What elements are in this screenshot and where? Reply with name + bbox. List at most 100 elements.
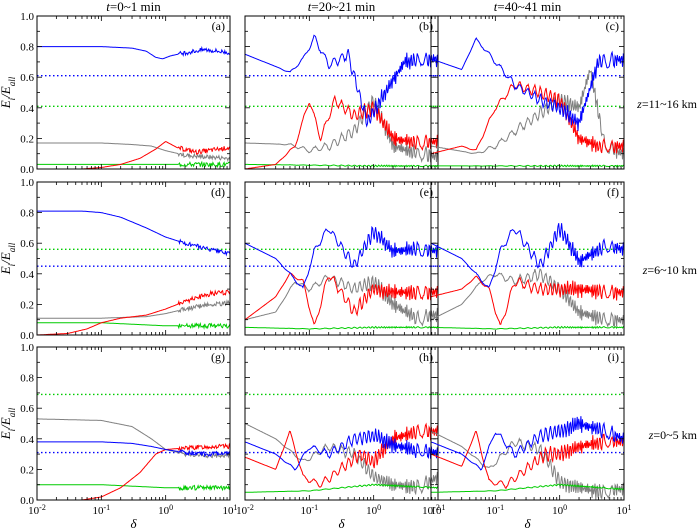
gray-series-line [431, 69, 624, 160]
blue-series-line [245, 428, 438, 471]
y-tick-label: 0.8 [20, 42, 34, 54]
x-axis-label: δ [130, 516, 137, 531]
y-tick-label: 1.0 [20, 177, 34, 189]
blue-series-line [37, 210, 230, 257]
panel-tag: (h) [419, 350, 433, 364]
y-tick-label: 0.0 [20, 164, 34, 176]
blue-series-line [245, 225, 438, 289]
x-tick-label: 100 [552, 503, 567, 518]
y-tick-label: 0.0 [20, 495, 34, 507]
x-tick-label: 10-2 [236, 503, 254, 518]
green-series-line [37, 160, 230, 169]
gray-series-line [431, 268, 624, 327]
y-tick-label: 0.6 [20, 72, 34, 84]
row-label: z=6~10 km [642, 263, 698, 277]
y-tick-label: 0.8 [20, 208, 34, 220]
panel-f: (f) [430, 181, 625, 336]
panel-tag: (b) [419, 19, 433, 33]
x-tick-label: 101 [431, 503, 446, 518]
gray-series-line [37, 298, 230, 319]
y-tick-label: 1.0 [20, 342, 34, 354]
green-series-line [245, 163, 438, 168]
y-tick-label: 0.6 [20, 238, 34, 250]
gray-series-line [37, 418, 230, 459]
red-series-line [245, 422, 438, 488]
panel-g: 0.0 0.2 0.4 0.6 0.8 1.0 10-2 10-1 100 101 (g) [20, 342, 237, 517]
column-title: t=0~1 min [106, 0, 161, 14]
panel-e: (e) [244, 181, 439, 336]
y-tick-label: 0.2 [20, 299, 34, 311]
red-series-line [245, 272, 438, 325]
y-tick-label: 0.4 [20, 269, 34, 281]
red-series-line [431, 275, 624, 325]
row-label: z=0~5 km [648, 428, 698, 442]
x-tick-label: 10-2 [28, 503, 46, 518]
column-title: t=20~21 min [308, 0, 376, 14]
blue-series-line [245, 34, 438, 128]
y-tick-label: 0.0 [20, 330, 34, 342]
green-series-line [245, 325, 438, 330]
red-series-line [431, 430, 624, 490]
x-tick-label: 10-1 [92, 503, 110, 518]
blue-series-line [37, 441, 230, 458]
gray-series-line [245, 423, 438, 496]
x-tick-label: 101 [617, 503, 632, 518]
y-tick-label: 0.2 [20, 133, 34, 145]
panel-tag: (g) [211, 350, 225, 364]
y-axis-label: Ei/Eall [0, 242, 17, 275]
red-series-line [431, 81, 624, 155]
axes-frame [36, 15, 231, 170]
axes-frame [244, 346, 439, 501]
axes-frame [244, 15, 439, 170]
y-axis-label: Ei/Eall [0, 407, 17, 440]
y-tick-label: 0.6 [20, 403, 34, 415]
panel-tag: (e) [420, 185, 433, 199]
blue-series-line [37, 45, 230, 60]
gray-series-line [245, 94, 438, 164]
panel-tag: (f) [607, 185, 619, 199]
panel-d: 0.0 0.2 0.4 0.6 0.8 1.0 (d) [20, 177, 231, 342]
column-title: t=40~41 min [494, 0, 562, 14]
green-series-line [245, 483, 438, 493]
green-series-line [431, 164, 624, 168]
green-series-line [37, 322, 230, 330]
x-tick-label: 10-1 [300, 503, 318, 518]
gray-series-line [37, 142, 230, 163]
red-series-line [37, 289, 230, 335]
x-tick-label: 100 [366, 503, 381, 518]
panels-layer: 0.00.20.40.60.81.0(a) (b) (c)0.00.20.40.60… [20, 11, 631, 517]
blue-series-line [431, 416, 624, 471]
blue-series-line [431, 37, 624, 132]
blue-series-line [431, 223, 624, 288]
y-tick-label: 0.8 [20, 373, 34, 385]
panel-tag: (d) [211, 185, 225, 199]
x-tick-label: 10-1 [486, 503, 504, 518]
y-axis-label: Ei/Eall [0, 76, 17, 109]
x-axis-label: δ [524, 516, 531, 531]
row-label: z=11~16 km [636, 97, 697, 111]
panel-c: (c) [430, 15, 625, 170]
x-tick-label: 10-2 [422, 503, 440, 518]
panel-i: 10-2 10-1 100 101 (i) [422, 346, 632, 518]
y-tick-label: 0.4 [20, 103, 34, 115]
panel-h: 10-2 10-1 100 101 (h) [236, 346, 446, 518]
green-series-line [37, 484, 230, 492]
red-series-line [37, 141, 230, 169]
panel-tag: (i) [608, 350, 619, 364]
y-tick-label: 0.4 [20, 434, 34, 446]
x-tick-label: 100 [158, 503, 173, 518]
x-tick-label: 101 [223, 503, 238, 518]
panel-tag: (c) [606, 19, 619, 33]
panel-b: (b) [244, 15, 439, 170]
red-series-line [245, 94, 438, 169]
x-axis-label: δ [338, 516, 345, 531]
red-series-line [37, 442, 230, 500]
green-series-line [431, 325, 624, 330]
green-series-line [431, 483, 624, 493]
panel-tag: (a) [212, 19, 225, 33]
axes-frame [36, 181, 231, 336]
panel-a: 0.0 0.2 0.4 0.6 0.8 1.0 (a) [20, 11, 231, 176]
y-tick-label: 1.0 [20, 11, 34, 23]
